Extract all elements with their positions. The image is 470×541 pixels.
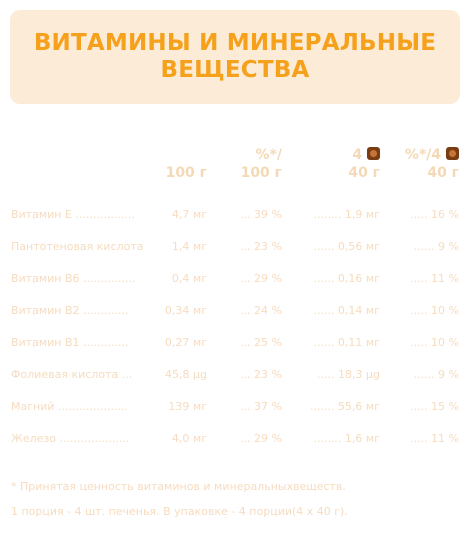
- table-row: Витамин В6 ............... 0,4 мг ... 29…: [0, 272, 470, 292]
- nutrient-name: Витамин В2 .............: [11, 304, 129, 317]
- col-portion-count: 4: [352, 147, 363, 163]
- value-portion: ...... 0,14 мг: [313, 304, 380, 317]
- col-pct-header-bottom: 100 г: [240, 165, 282, 181]
- col-portion-header-bottom: 40 г: [348, 165, 380, 181]
- value-per100: 0,4 мг: [171, 272, 207, 285]
- pct-portion: ..... 15 %: [410, 400, 459, 413]
- value-portion: ...... 0,11 мг: [313, 336, 380, 349]
- value-portion: ...... 0,16 мг: [313, 272, 380, 285]
- title-line-2: ВЕЩЕСТВА: [160, 57, 310, 83]
- pct-per100: ... 25 %: [240, 336, 282, 349]
- value-per100: 4,7 мг: [171, 208, 207, 221]
- col-pct-header-top: %*/: [255, 147, 282, 163]
- col-per100-header: 100 г: [165, 165, 207, 181]
- nutrient-name: Магний ....................: [11, 400, 128, 413]
- value-portion: ..... 18,3 μg: [317, 368, 380, 381]
- value-per100: 4,0 мг: [171, 432, 207, 445]
- pct-portion: ..... 10 %: [410, 304, 459, 317]
- table-row: Витамин В1 ............. 0,27 мг ... 25 …: [0, 336, 470, 356]
- nutrient-name: Пантотеновая кислота: [11, 240, 144, 253]
- table-row: Железо .................... 4,0 мг ... 2…: [0, 432, 470, 452]
- value-per100: 45,8 μg: [165, 368, 207, 381]
- value-per100: 0,27 мг: [164, 336, 207, 349]
- value-portion: ....... 55,6 мг: [309, 400, 380, 413]
- title-banner: ВИТАМИНЫ И МИНЕРАЛЬНЫЕ ВЕЩЕСТВА: [10, 10, 460, 104]
- pct-portion: ..... 11 %: [410, 272, 459, 285]
- pct-portion: ...... 9 %: [413, 240, 459, 253]
- table-row: Фолиевая кислота ... 45,8 μg ... 23 % ..…: [0, 368, 470, 388]
- pct-portion: ..... 10 %: [410, 336, 459, 349]
- footnote-portion: 1 порция - 4 шт. печенья. В упаковке - 4…: [11, 505, 348, 518]
- value-portion: ...... 0,56 мг: [313, 240, 380, 253]
- pct-per100: ... 29 %: [240, 272, 282, 285]
- cookie-icon: [446, 147, 459, 160]
- cookie-icon: [367, 147, 380, 160]
- pct-portion: ...... 9 %: [413, 368, 459, 381]
- table-row: Витамин В2 ............. 0,34 мг ... 24 …: [0, 304, 470, 324]
- value-per100: 0,34 мг: [164, 304, 207, 317]
- value-per100: 139 мг: [168, 400, 207, 413]
- pct-per100: ... 23 %: [240, 240, 282, 253]
- table-row: Магний .................... 139 мг ... 3…: [0, 400, 470, 420]
- nutrient-name: Фолиевая кислота ...: [11, 368, 133, 381]
- pct-per100: ... 39 %: [240, 208, 282, 221]
- table-row: Витамин Е ................. 4,7 мг ... 3…: [0, 208, 470, 228]
- value-per100: 1,4 мг: [171, 240, 207, 253]
- value-portion: ........ 1,9 мг: [313, 208, 380, 221]
- pct-per100: ... 29 %: [240, 432, 282, 445]
- nutrient-name: Витамин В1 .............: [11, 336, 129, 349]
- title-line-1: ВИТАМИНЫ И МИНЕРАЛЬНЫЕ: [33, 30, 437, 56]
- col-portion-pct-header: %*/4 40 г: [405, 146, 459, 182]
- nutrient-name: Витамин Е .................: [11, 208, 135, 221]
- nutrient-name: Железо ....................: [11, 432, 130, 445]
- footnote-daily-value: * Принятая ценность витаминов и минераль…: [11, 480, 346, 493]
- pct-portion: ..... 11 %: [410, 432, 459, 445]
- nutrient-name: Витамин В6 ...............: [11, 272, 136, 285]
- col-portion-header: 4 40 г: [348, 146, 380, 182]
- value-portion: ........ 1,6 мг: [313, 432, 380, 445]
- pct-per100: ... 23 %: [240, 368, 282, 381]
- col-portion-pct-top: %*/4: [404, 147, 442, 163]
- pct-per100: ... 24 %: [240, 304, 282, 317]
- col-pct-header: %*/ 100 г: [241, 146, 282, 182]
- table-row: Пантотеновая кислота 1,4 мг ... 23 % ...…: [0, 240, 470, 260]
- pct-portion: ..... 16 %: [410, 208, 459, 221]
- pct-per100: ... 37 %: [240, 400, 282, 413]
- col-portion-pct-header-bottom: 40 г: [427, 165, 459, 181]
